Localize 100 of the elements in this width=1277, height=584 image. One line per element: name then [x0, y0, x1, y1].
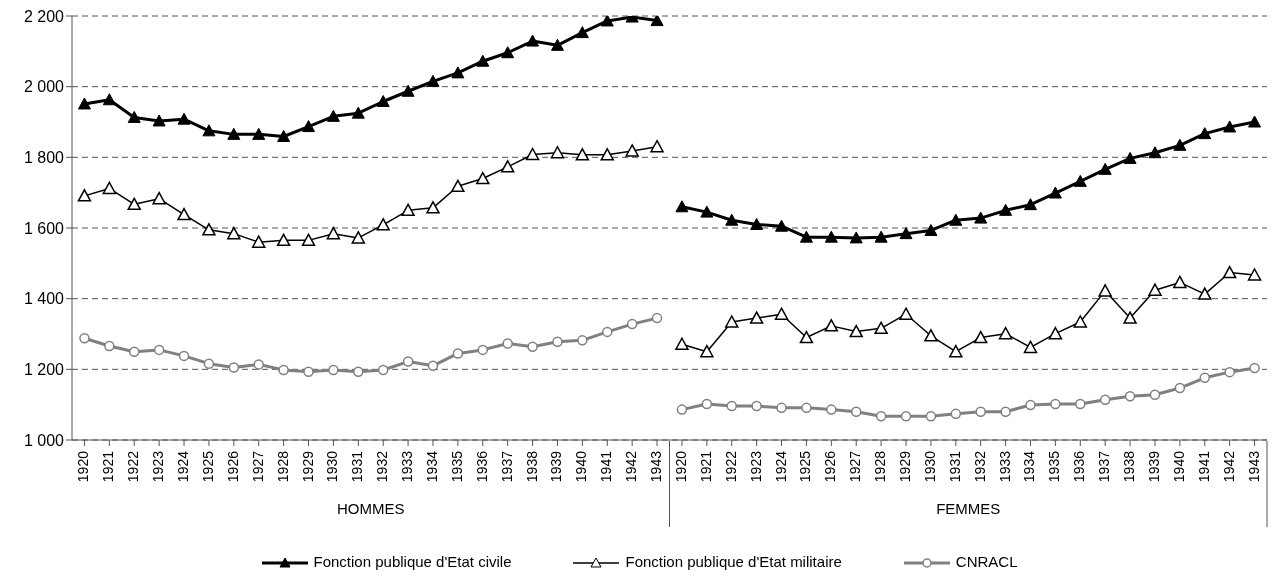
point — [974, 211, 988, 224]
point — [575, 148, 590, 161]
point — [650, 139, 664, 153]
point — [550, 38, 564, 51]
x-tick-label: 1928 — [274, 450, 291, 483]
point — [1023, 198, 1037, 211]
x-tick-label: 1939 — [548, 450, 565, 483]
point — [1098, 162, 1112, 175]
x-tick-label: 1935 — [448, 450, 465, 483]
point — [303, 366, 314, 378]
point — [128, 346, 140, 357]
point — [476, 54, 490, 67]
point — [177, 207, 191, 221]
point — [177, 112, 191, 125]
point — [1148, 283, 1162, 296]
point — [924, 329, 938, 342]
point — [924, 223, 938, 236]
point — [351, 106, 365, 119]
point — [502, 338, 513, 349]
point — [1123, 151, 1137, 164]
point — [252, 127, 266, 140]
point — [153, 344, 165, 356]
point — [799, 230, 813, 243]
point — [824, 230, 838, 243]
x-tick-label: 1924 — [772, 450, 789, 483]
point — [650, 16, 664, 27]
x-tick-label: 1923 — [150, 450, 167, 483]
point — [950, 408, 962, 420]
point — [426, 74, 440, 87]
point — [328, 364, 339, 376]
point — [701, 398, 713, 410]
point — [602, 326, 613, 338]
x-tick-label: 1932 — [971, 450, 988, 483]
point — [1222, 265, 1237, 279]
point — [1224, 366, 1235, 378]
point — [77, 189, 92, 202]
point — [875, 411, 887, 422]
point — [1073, 174, 1087, 187]
point — [1174, 382, 1186, 394]
point — [550, 145, 565, 159]
x-tick-label: 1921 — [100, 450, 117, 483]
point — [302, 120, 316, 133]
point — [1248, 115, 1262, 128]
point — [278, 364, 289, 376]
x-tick-label: 1934 — [423, 450, 440, 483]
point — [600, 148, 615, 161]
x-tick-label: 1929 — [897, 450, 914, 483]
x-tick-label: 1924 — [175, 450, 192, 483]
point — [477, 344, 489, 356]
point — [152, 191, 166, 205]
point — [1198, 287, 1212, 300]
point — [427, 360, 439, 372]
point — [426, 201, 440, 214]
point — [899, 307, 913, 320]
point — [776, 402, 787, 414]
x-tick-label: 1935 — [1046, 450, 1063, 483]
x-tick-label: 1923 — [747, 450, 764, 483]
point — [1000, 406, 1011, 417]
point — [203, 358, 215, 369]
point — [1149, 389, 1161, 401]
point — [500, 160, 515, 173]
legend-label: CNRACL — [955, 553, 1018, 570]
point — [127, 197, 141, 211]
text: FEMMES — [935, 500, 1002, 517]
x-tick-label: 1941 — [1195, 450, 1212, 483]
legend-label: Fonction publique d'Etat militaire — [625, 553, 842, 570]
x-tick-label: 1925 — [199, 450, 216, 483]
point — [1249, 362, 1260, 374]
point — [127, 110, 141, 123]
point — [999, 203, 1013, 216]
x-tick-label: 1943 — [1245, 450, 1262, 483]
point — [900, 411, 912, 422]
point — [451, 179, 465, 193]
x-tick-label: 1928 — [872, 450, 889, 483]
point — [1173, 275, 1187, 289]
y-tick-label: 1 000 — [23, 431, 65, 449]
point — [1048, 186, 1062, 199]
point — [675, 200, 689, 213]
point — [79, 332, 90, 344]
point — [899, 227, 913, 240]
point — [575, 26, 589, 39]
point — [1148, 146, 1162, 159]
point — [849, 324, 863, 338]
point — [925, 411, 937, 422]
point — [874, 321, 888, 335]
point — [826, 404, 837, 415]
point — [1124, 390, 1136, 402]
x-tick-label: 1937 — [498, 450, 515, 483]
x-tick-label: 1920 — [75, 450, 92, 483]
y-tick-label: 1 600 — [23, 219, 65, 237]
y-tick-label: 2 200 — [23, 7, 65, 25]
x-tick-label: 1939 — [1145, 450, 1162, 483]
point — [527, 341, 538, 352]
point — [1048, 326, 1063, 340]
point — [725, 213, 739, 226]
point — [152, 114, 166, 127]
point — [626, 318, 638, 330]
point — [600, 16, 614, 27]
x-tick-label: 1930 — [324, 450, 341, 483]
point — [577, 335, 588, 346]
